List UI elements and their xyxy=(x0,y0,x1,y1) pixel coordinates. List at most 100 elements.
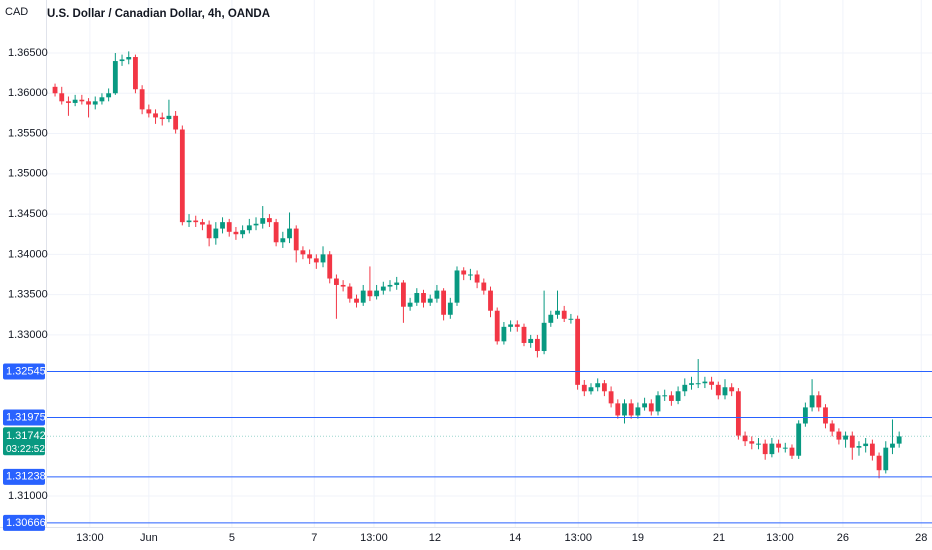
candle-body xyxy=(112,61,118,94)
candle-body xyxy=(789,447,795,456)
candle-body xyxy=(655,395,661,412)
candle-body xyxy=(287,228,292,239)
candle-body xyxy=(622,403,627,416)
candle-body xyxy=(749,441,755,444)
x-tick-label: 14 xyxy=(509,532,521,544)
x-tick-label: 19 xyxy=(632,532,644,544)
chart-title: U.S. Dollar / Canadian Dollar, 4h, OANDA xyxy=(47,8,270,20)
candle-body xyxy=(313,258,319,263)
candle-body xyxy=(802,407,808,424)
candle-body xyxy=(380,286,386,291)
candle-body xyxy=(890,443,895,448)
candle-body xyxy=(581,384,587,392)
candle-body xyxy=(166,115,172,120)
candle-body xyxy=(126,57,132,60)
candle-body xyxy=(139,89,145,110)
candle-body xyxy=(354,298,359,303)
price-label-box xyxy=(3,514,45,531)
candle-body xyxy=(394,282,400,285)
candle-body xyxy=(474,274,480,283)
candle-body xyxy=(327,254,333,279)
y-tick-label: 1.33000 xyxy=(8,329,48,341)
candle-body xyxy=(521,326,527,343)
price-label: 1.30666 xyxy=(6,517,46,529)
candle-body xyxy=(427,298,433,303)
candle-body xyxy=(715,384,721,396)
candle-body xyxy=(876,455,882,471)
countdown-label: 03:22:52 xyxy=(6,444,45,455)
candle-body xyxy=(856,446,862,448)
price-label-box xyxy=(3,363,45,380)
candle-body xyxy=(628,403,634,416)
candle-body xyxy=(829,423,835,432)
candle-body xyxy=(615,403,621,416)
candle-body xyxy=(280,238,286,243)
candle-body xyxy=(200,222,205,225)
y-tick-label: 1.33500 xyxy=(8,289,48,301)
y-tick-label: 1.34000 xyxy=(8,248,48,260)
candle-body xyxy=(709,381,714,385)
candle-body xyxy=(300,250,306,255)
x-tick-label: 5 xyxy=(229,532,235,544)
candle-body xyxy=(260,218,266,224)
candle-body xyxy=(555,310,560,315)
candle-body xyxy=(467,274,473,276)
candle-body xyxy=(883,447,889,471)
grid xyxy=(47,0,932,527)
candle-body xyxy=(447,302,453,315)
candle-body xyxy=(668,395,674,401)
last-price-box xyxy=(3,427,45,456)
x-tick-label: 7 xyxy=(311,532,317,544)
candle-body xyxy=(253,223,259,226)
candle-body xyxy=(682,384,688,392)
candle-body xyxy=(561,310,567,319)
candle-body xyxy=(159,117,165,120)
candle-body xyxy=(461,270,467,275)
candle-body xyxy=(648,403,654,412)
candle-body xyxy=(642,403,648,408)
candle-body xyxy=(809,395,815,408)
candle-body xyxy=(72,99,78,103)
candle-body xyxy=(240,230,246,235)
price-label-box xyxy=(3,409,45,426)
x-tick-label: 28 xyxy=(915,532,927,544)
x-tick-label: 26 xyxy=(837,532,849,544)
candle-body xyxy=(293,228,299,251)
candle-body xyxy=(146,109,152,114)
candle-body xyxy=(595,383,601,388)
candle-body xyxy=(334,278,339,285)
candle-body xyxy=(782,447,788,449)
candle-body xyxy=(347,286,353,299)
candle-body xyxy=(59,93,65,102)
candle-body xyxy=(99,97,105,102)
candle-body xyxy=(548,314,554,323)
labels: 1.36500 1.36000 1.35500 1.35000 1.34500 1.340… xyxy=(3,47,927,544)
candle-body xyxy=(481,282,487,291)
candle-body xyxy=(226,222,232,232)
marks xyxy=(47,51,932,524)
candle-body xyxy=(675,391,681,401)
candle-body xyxy=(106,93,112,98)
candle-body xyxy=(601,383,607,392)
candle-body xyxy=(320,254,326,263)
y-tick-label: 1.35500 xyxy=(8,127,48,139)
candle-body xyxy=(193,220,199,223)
candle-body xyxy=(843,435,848,440)
candle-body xyxy=(756,443,761,445)
candle-body xyxy=(206,224,212,239)
candle-body xyxy=(340,284,346,287)
candle-body xyxy=(79,99,85,102)
candle-body xyxy=(367,290,373,297)
y-tick-label: 1.35000 xyxy=(8,168,48,180)
candle-body xyxy=(454,270,460,303)
candle-body xyxy=(173,115,179,130)
candle-body xyxy=(494,310,500,342)
candle-body xyxy=(528,338,534,343)
candle-body xyxy=(662,395,668,397)
x-tick-label: 21 xyxy=(713,532,725,544)
x-tick-label: 13:00 xyxy=(766,532,794,544)
candle-body xyxy=(133,57,138,90)
candle-body xyxy=(267,218,272,223)
